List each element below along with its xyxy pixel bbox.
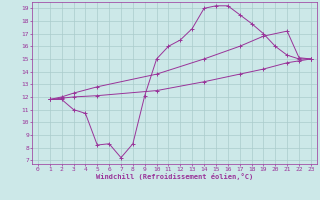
X-axis label: Windchill (Refroidissement éolien,°C): Windchill (Refroidissement éolien,°C) xyxy=(96,173,253,180)
